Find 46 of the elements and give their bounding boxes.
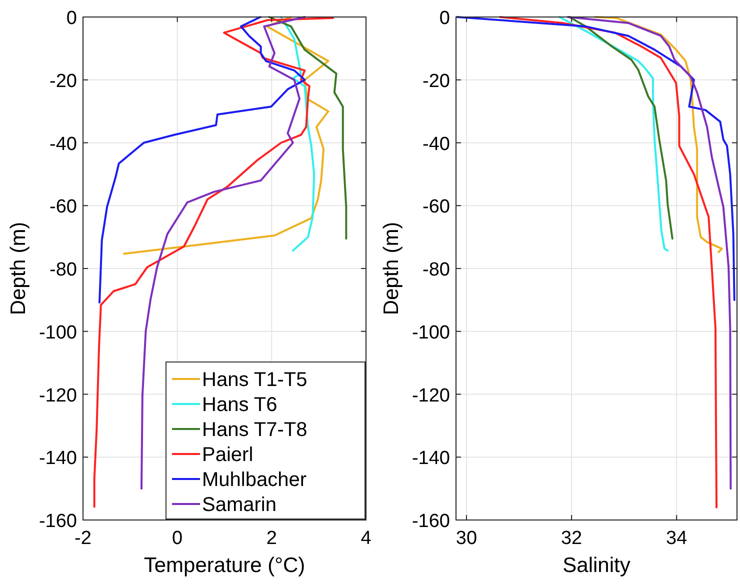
x-tick-label: 0: [172, 528, 183, 549]
legend-label: Hans T7-T8: [202, 419, 308, 441]
line-series: [123, 16, 330, 255]
y-tick-label: 0: [66, 8, 77, 29]
line-series: [268, 16, 348, 240]
y-axis-title: Depth (m): [380, 222, 403, 316]
y-tick-label: -100: [412, 322, 450, 344]
y-tick-label: -80: [422, 260, 450, 280]
line-series: [456, 16, 736, 301]
x-tick-label: 4: [360, 528, 372, 549]
y-tick-label: -140: [412, 448, 450, 470]
y-tick-label: -160: [412, 511, 450, 532]
line-series: [558, 16, 669, 252]
x-tick-label: 2: [266, 528, 277, 549]
y-tick-label: -60: [50, 196, 77, 218]
line-series: [568, 16, 674, 240]
legend-label: Muhlbacher: [202, 469, 307, 491]
y-tick-label: 0: [439, 8, 450, 29]
x-tick-label: 30: [456, 528, 478, 549]
legend-label: Paierl: [202, 444, 254, 466]
y-tick-label: -40: [422, 134, 450, 155]
line-series: [140, 16, 306, 490]
y-tick-label: -40: [50, 134, 77, 155]
line-series: [594, 16, 723, 254]
y-tick-label: -160: [38, 511, 77, 532]
y-tick-label: -20: [422, 70, 450, 92]
x-axis-title: Salinity: [562, 554, 631, 577]
y-tick-label: -80: [50, 260, 77, 280]
x-tick-label: 34: [666, 528, 688, 549]
x-tick-label: 32: [560, 528, 582, 549]
y-tick-label: -20: [50, 70, 77, 92]
y-tick-label: -120: [38, 385, 77, 406]
line-series: [499, 16, 718, 508]
line-series: [566, 16, 732, 490]
y-tick-label: -140: [38, 448, 77, 470]
y-axis-title: Depth (m): [7, 222, 30, 316]
y-tick-label: -100: [38, 322, 77, 344]
y-tick-label: -60: [422, 196, 450, 218]
legend-label: Hans T6: [202, 394, 278, 416]
line-series: [280, 16, 316, 252]
x-tick-label: -2: [74, 528, 92, 549]
x-axis-title: Temperature (°C): [144, 554, 306, 577]
y-tick-label: -120: [412, 385, 450, 406]
line-series: [98, 16, 306, 304]
legend-label: Hans T1-T5: [202, 369, 308, 391]
legend-label: Samarin: [202, 494, 276, 516]
